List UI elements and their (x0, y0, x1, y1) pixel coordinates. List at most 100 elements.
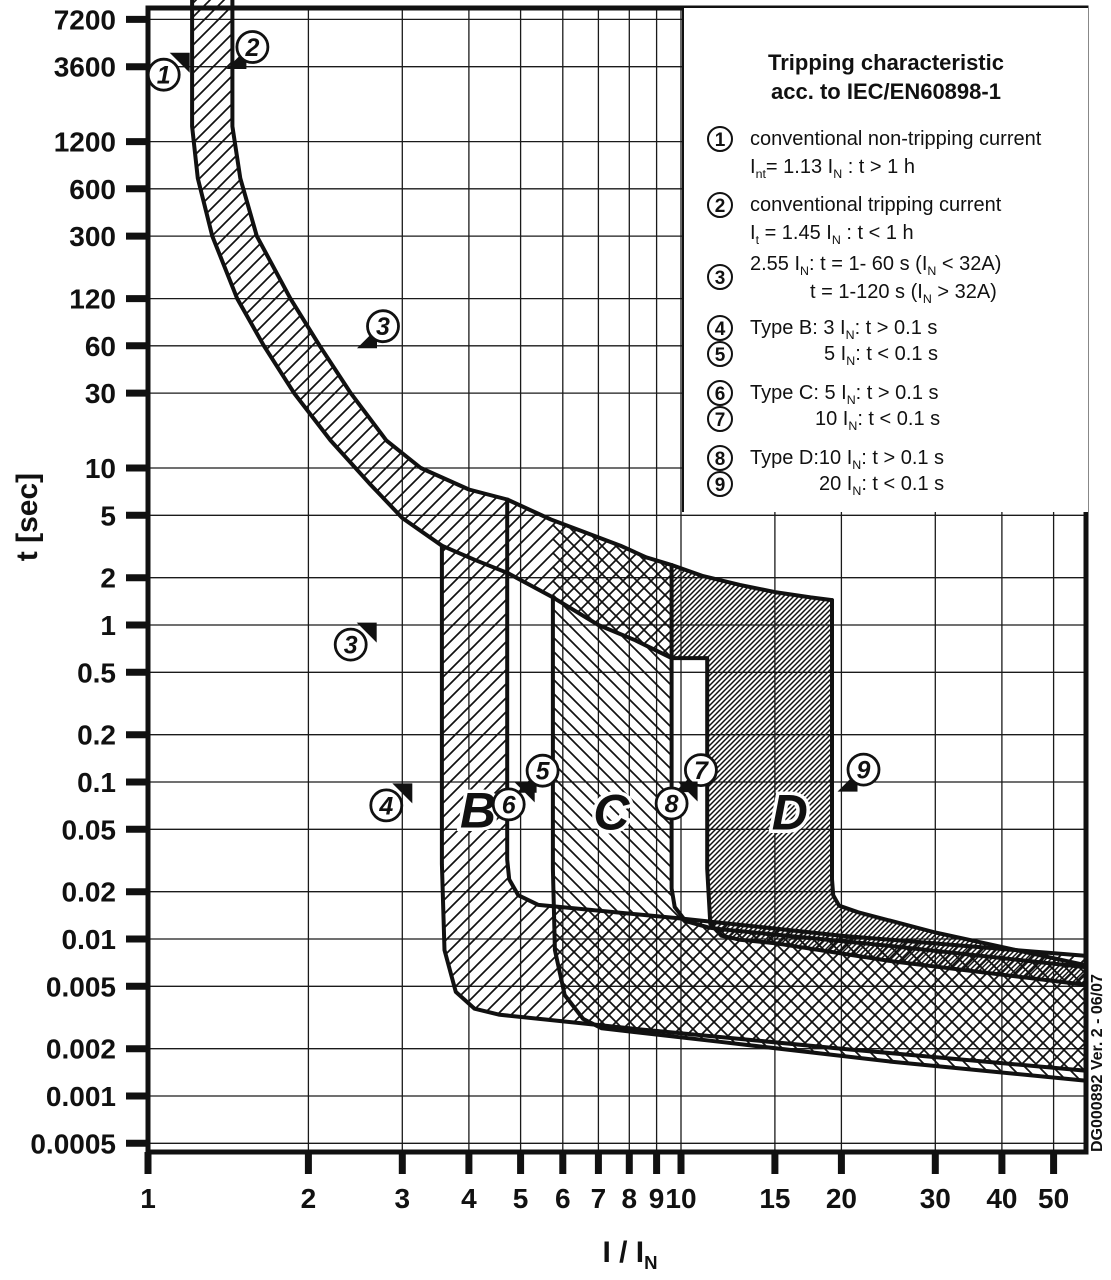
marker-number: 3 (344, 632, 358, 660)
y-tick-label: 0.1 (77, 767, 116, 798)
band-fill-c (552, 520, 1087, 1081)
marker-2: 2 (226, 30, 270, 69)
marker-circle (654, 786, 689, 821)
band-c-boundary-1 (550, 595, 1089, 1083)
x-tick-label: 15 (759, 1183, 790, 1214)
x-tick-label: 6 (555, 1183, 571, 1214)
marker-6: 6 (491, 782, 535, 822)
legend-item-7-text: 10 IN: t < 0.1 s (815, 408, 941, 433)
legend-item-1-text: conventional non-tripping current (750, 128, 1042, 150)
band-d-boundary-2 (830, 598, 1089, 968)
x-tick-label: 5 (513, 1183, 529, 1214)
region-label-d: D (772, 784, 808, 840)
band-b-boundary-1 (439, 543, 1089, 1073)
legend-item-2-text: conventional tripping current (750, 194, 1002, 216)
marker-flag-icon (356, 622, 377, 643)
y-tick-label: 0.001 (46, 1081, 116, 1112)
marker-flag-icon (392, 783, 413, 804)
y-tick-label: 0.01 (62, 924, 117, 955)
x-tick-label: 9 (649, 1183, 665, 1214)
marker-circle (146, 57, 181, 92)
x-tick-label: 2 (301, 1183, 317, 1214)
legend-box: Tripping characteristic acc. to IEC/EN60… (682, 8, 1088, 512)
marker-number: 8 (665, 791, 679, 819)
y-tick-label: 0.2 (77, 720, 116, 751)
marker-number: 3 (376, 313, 390, 341)
x-tick-label: 3 (395, 1183, 411, 1214)
y-tick-label: 1 (100, 610, 116, 641)
y-axis-label: t [sec] (11, 472, 44, 562)
legend-item-4-text: Type B: 3 IN: t > 0.1 s (750, 317, 938, 342)
y-tick-label: 0.02 (62, 877, 117, 908)
marker-9: 9 (837, 752, 881, 792)
y-tick-label: 600 (69, 174, 116, 205)
marker-8: 8 (654, 781, 698, 821)
y-tick-label: 0.005 (46, 971, 116, 1002)
x-tick-label: 10 (665, 1183, 696, 1214)
x-tick-label: 50 (1038, 1183, 1069, 1214)
band-c-boundary-2 (669, 563, 1089, 970)
y-tick-label: 300 (69, 221, 116, 252)
legend-num-1: 1 (707, 126, 733, 152)
x-tick-label: 30 (920, 1183, 951, 1214)
band-b-boundary-2 (505, 497, 1089, 958)
x-axis-label: I / IN (602, 1236, 658, 1273)
legend-num-7: 7 (707, 406, 733, 432)
region-label-c: C (593, 784, 630, 840)
marker-circle (491, 787, 526, 822)
legend-num-3: 3 (707, 264, 733, 290)
legend-num-4: 4 (707, 315, 733, 341)
x-tick-label: 1 (140, 1183, 156, 1214)
legend-item-5-text: 5 IN: t < 0.1 s (824, 343, 939, 368)
legend-num-9: 9 (707, 471, 733, 497)
marker-circle (369, 788, 404, 823)
legend-item-9-text: 20 IN: t < 0.1 s (819, 473, 945, 498)
legend-title-line2: acc. to IEC/EN60898-1 (771, 79, 1001, 104)
marker-number: 7 (694, 757, 709, 785)
region-label-b: B (460, 782, 496, 838)
legend-item-1-formula: Int= 1.13 IN : t > 1 h (750, 156, 915, 181)
y-tick-label: 0.5 (77, 657, 116, 688)
legend-num-6: 6 (707, 380, 733, 406)
legend-item-3-formula: t = 1-120 s (IN > 32A) (810, 281, 997, 306)
marker-number: 5 (536, 758, 551, 786)
y-tick-label: 60 (85, 331, 116, 362)
y-tick-label: 3600 (54, 52, 116, 83)
y-tick-label: 0.0005 (30, 1128, 116, 1159)
marker-number: 6 (502, 791, 517, 819)
marker-circle (525, 753, 560, 788)
marker-circle (684, 753, 718, 787)
x-tick-label: 40 (986, 1183, 1017, 1214)
legend-num-2: 2 (707, 192, 733, 218)
marker-1: 1 (146, 52, 190, 92)
legend-title: Tripping characteristic acc. to IEC/EN60… (684, 48, 1088, 106)
legend-item-8-text: Type D:10 IN: t > 0.1 s (750, 447, 945, 472)
marker-circle (846, 752, 881, 787)
legend-num-5: 5 (707, 341, 733, 367)
y-tick-label: 1200 (54, 127, 116, 158)
legend-item-6-text: Type C: 5 IN: t > 0.1 s (750, 382, 939, 407)
legend-num-8: 8 (707, 445, 733, 471)
marker-4: 4 (369, 783, 413, 823)
band-fill-d (671, 565, 1087, 985)
marker-number: 9 (857, 757, 871, 785)
marker-circle (366, 309, 400, 344)
marker-number: 1 (157, 62, 171, 90)
document-id-note: DG000892 Ver. 2 - 06/07 (1089, 974, 1106, 1152)
marker-number: 2 (244, 34, 259, 62)
x-tick-label: 8 (622, 1183, 638, 1214)
marker-flag-icon (677, 781, 698, 802)
y-tick-label: 120 (69, 284, 116, 315)
y-tick-label: 7200 (54, 4, 116, 35)
marker-number: 4 (378, 792, 393, 820)
thermal-lower-curve (190, 0, 674, 661)
marker-flag-icon (514, 782, 535, 803)
y-tick-label: 10 (85, 453, 116, 484)
marker-3: 3 (357, 309, 400, 349)
marker-3: 3 (333, 622, 377, 662)
x-tick-label: 20 (826, 1183, 857, 1214)
x-tick-label: 4 (461, 1183, 477, 1214)
y-tick-label: 0.002 (46, 1034, 116, 1065)
y-tick-label: 0.05 (62, 814, 117, 845)
